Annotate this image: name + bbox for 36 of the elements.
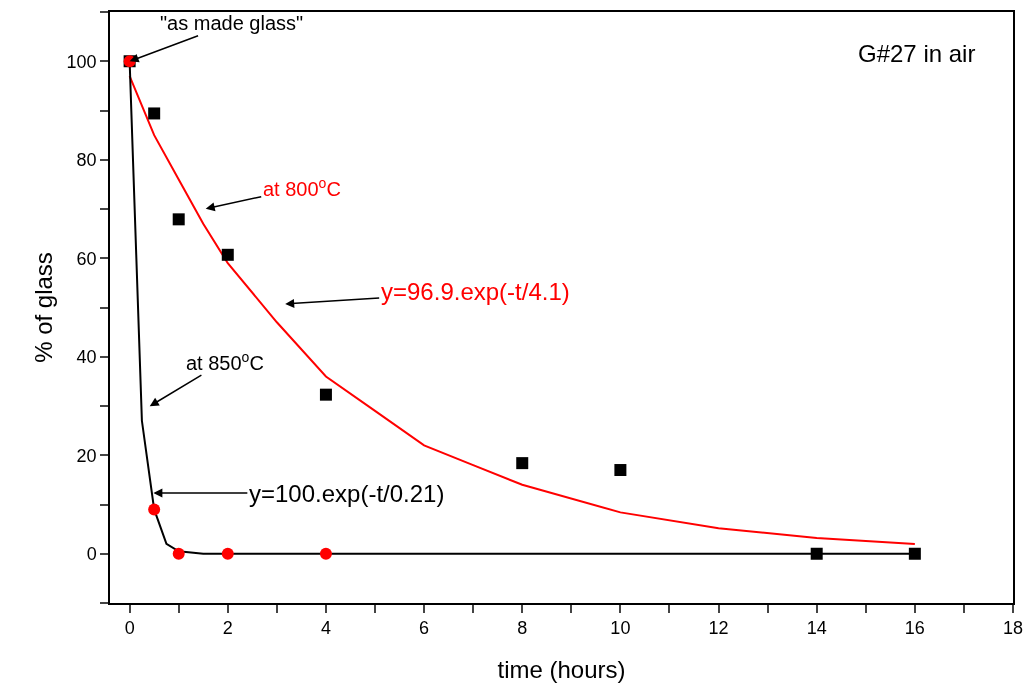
point bbox=[319, 547, 332, 560]
x-tick-label: 10 bbox=[610, 618, 631, 639]
point bbox=[516, 457, 529, 470]
x-tick-label: 8 bbox=[517, 618, 528, 639]
point bbox=[148, 107, 161, 120]
x-tick-label: 0 bbox=[124, 618, 135, 639]
annotation: G#27 in air bbox=[858, 40, 976, 67]
x-tick-label: 2 bbox=[222, 618, 233, 639]
y-tick-label: 60 bbox=[76, 248, 97, 269]
annotation: at 800$^{o}$C bbox=[263, 175, 341, 201]
point bbox=[810, 547, 823, 560]
y-tick-label: 0 bbox=[86, 544, 97, 565]
point bbox=[908, 547, 921, 560]
y-tick-label: 100 bbox=[66, 51, 97, 72]
y-tick-label: 80 bbox=[76, 150, 97, 171]
annotation: "as made glass" bbox=[160, 12, 304, 34]
x-tick-label: 12 bbox=[708, 618, 729, 639]
x-tick-label: 14 bbox=[806, 618, 827, 639]
y-tick-label: 40 bbox=[76, 347, 97, 368]
x-tick-label: 4 bbox=[320, 618, 331, 639]
annotation: y=100.exp(-t/0.21) bbox=[249, 480, 445, 507]
point bbox=[221, 547, 234, 560]
point bbox=[319, 388, 332, 401]
point bbox=[172, 547, 185, 560]
point bbox=[172, 213, 185, 226]
y-axis-title: % of glass bbox=[29, 252, 57, 363]
annotation: at 850$^{o}$C bbox=[186, 349, 264, 375]
point bbox=[221, 248, 234, 261]
x-axis-title: time (hours) bbox=[497, 656, 626, 683]
point bbox=[148, 503, 161, 516]
x-tick-label: 18 bbox=[1002, 618, 1024, 639]
annotation: y=96.9.exp(-t/4.1) bbox=[381, 278, 570, 305]
x-tick-label: 6 bbox=[419, 618, 430, 639]
y-tick-label: 20 bbox=[76, 445, 97, 466]
x-tick-label: 16 bbox=[904, 618, 925, 639]
point bbox=[614, 464, 627, 477]
